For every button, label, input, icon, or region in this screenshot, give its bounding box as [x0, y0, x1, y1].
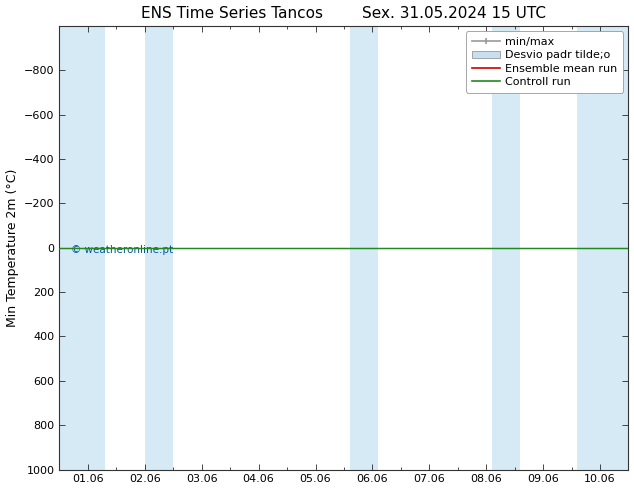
Y-axis label: Min Temperature 2m (°C): Min Temperature 2m (°C): [6, 169, 18, 327]
Legend: min/max, Desvio padr tilde;o, Ensemble mean run, Controll run: min/max, Desvio padr tilde;o, Ensemble m…: [466, 31, 623, 93]
Bar: [577, 26, 628, 469]
Bar: [60, 26, 105, 469]
Text: © weatheronline.pt: © weatheronline.pt: [71, 245, 173, 255]
Bar: [492, 26, 521, 469]
Bar: [145, 26, 173, 469]
Title: ENS Time Series Tancos        Sex. 31.05.2024 15 UTC: ENS Time Series Tancos Sex. 31.05.2024 1…: [141, 5, 547, 21]
Bar: [349, 26, 378, 469]
